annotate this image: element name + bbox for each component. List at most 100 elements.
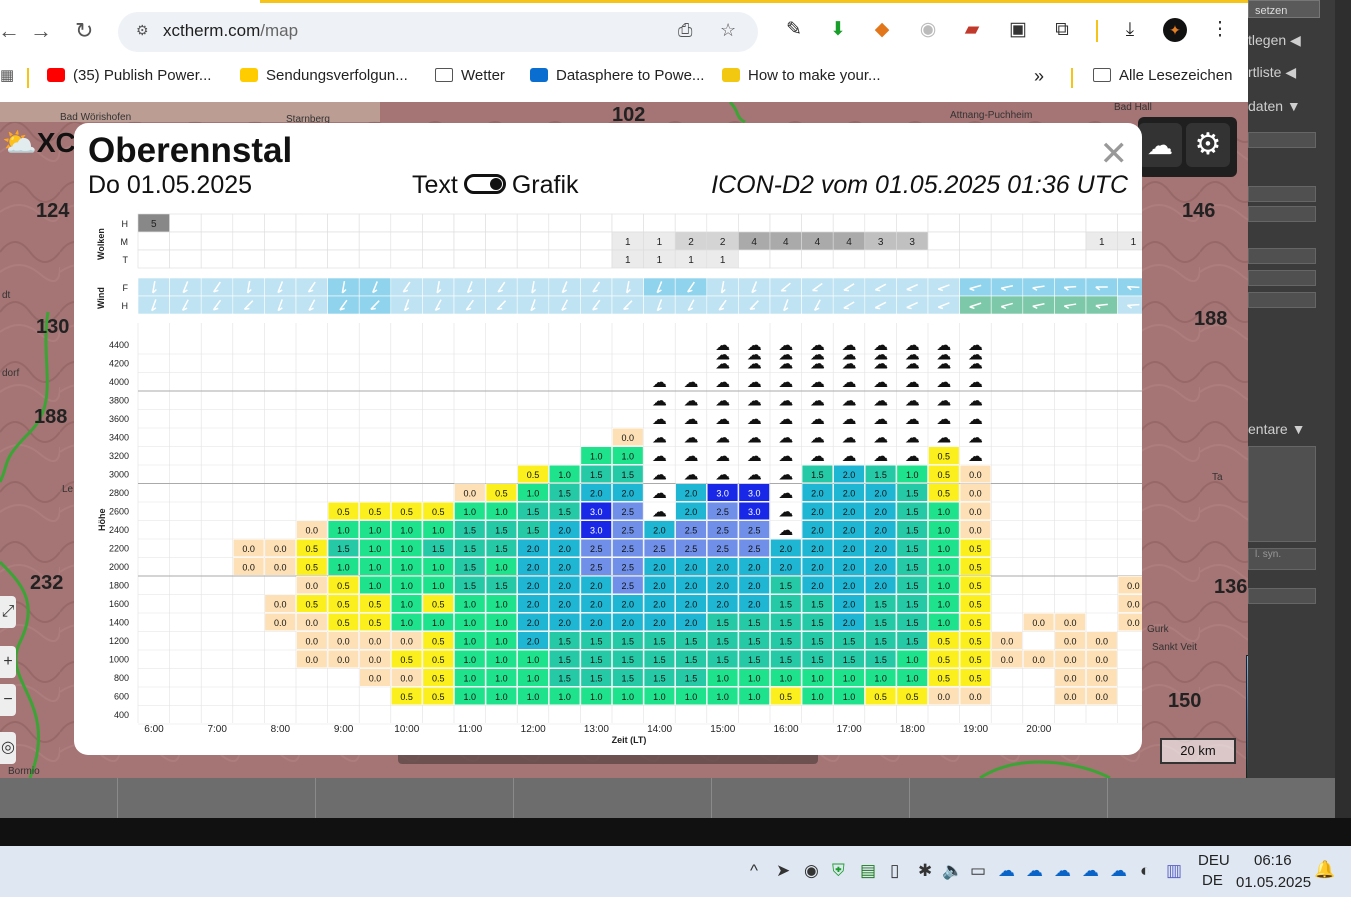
red-pen-extension-icon[interactable]: ▰	[964, 19, 980, 40]
thermik-value: 2.0	[748, 563, 761, 573]
volume-icon[interactable]: 🔈	[942, 861, 964, 880]
bookmark-datasphere[interactable]: Datasphere to Powe...	[530, 66, 704, 86]
profile-avatar[interactable]: ✦	[1163, 18, 1187, 42]
folder-icon	[1093, 68, 1111, 82]
thermik-cell	[549, 539, 581, 557]
weather-layer-icon[interactable]: ☁	[1138, 123, 1182, 167]
panel-textarea[interactable]	[1248, 446, 1316, 542]
install-app-icon[interactable]: ⎙	[678, 20, 693, 40]
onedrive-cloud-icon[interactable]: ☁	[1110, 861, 1127, 880]
settings-gear-icon[interactable]: ⚙	[1186, 123, 1230, 167]
keyboard-layout[interactable]: DE	[1202, 872, 1223, 889]
forward-icon[interactable]: →	[30, 18, 52, 43]
thermik-value: 0.5	[432, 692, 445, 702]
cloud-row-label: H	[122, 219, 129, 229]
teams-icon[interactable]: ▥	[1166, 861, 1183, 880]
app-tray-icon[interactable]: ◐	[1140, 861, 1151, 880]
zoom-out-button[interactable]: −	[0, 684, 16, 716]
toggle-switch[interactable]	[463, 174, 506, 194]
thermik-value: 1.0	[906, 655, 919, 665]
cloud-cell	[611, 213, 644, 233]
apps-grid-icon[interactable]: ▦	[0, 67, 15, 84]
site-info-icon[interactable]: ⚙	[136, 22, 149, 38]
bookmark-sendungsverfolgung[interactable]: Sendungsverfolgun...	[240, 66, 408, 86]
map-elevation-label: 150	[1168, 690, 1202, 712]
thermik-value: 2.5	[622, 563, 635, 573]
bookmark-folder-wetter[interactable]: Wetter	[435, 66, 505, 86]
terminal-icon[interactable]: ▤	[860, 861, 877, 880]
panel-item[interactable]: daten ▼	[1248, 98, 1301, 114]
panel-item[interactable]: entare ▼	[1248, 421, 1306, 437]
navigation-arrow-icon[interactable]: ➤	[776, 861, 791, 880]
clock-time[interactable]: 06:16	[1254, 852, 1292, 869]
download-arrow-extension-icon[interactable]: ⬇	[830, 19, 846, 40]
picture-in-picture-icon[interactable]: ▣	[1009, 19, 1027, 40]
more-bookmarks-chevron-icon[interactable]: »	[1034, 66, 1045, 86]
onedrive-cloud-icon[interactable]: ☁	[1082, 861, 1099, 880]
cumulus-cloud-icon: ☁	[778, 356, 793, 373]
panel-field[interactable]	[1248, 292, 1316, 308]
onedrive-cloud-icon[interactable]: ☁	[1026, 861, 1043, 880]
onedrive-sync-icon[interactable]: ☁	[1054, 861, 1071, 880]
panel-select[interactable]	[1248, 588, 1316, 604]
panel-select[interactable]	[1248, 132, 1316, 148]
address-bar[interactable]: ⚙ xctherm.com/map ⎙ ☆	[118, 12, 758, 52]
thermik-value: 1.5	[495, 544, 508, 554]
thermik-cell	[549, 668, 581, 687]
keyboard-language[interactable]: DEU	[1198, 852, 1230, 869]
color-wheel-icon[interactable]: ◉	[804, 861, 819, 880]
thermik-value: 1.0	[495, 563, 508, 573]
cloud-cell	[516, 231, 550, 251]
panel-field[interactable]: l. syn.	[1248, 548, 1316, 570]
bookmark-star-icon[interactable]: ☆	[720, 20, 737, 40]
thermik-value: 1.0	[432, 618, 445, 628]
panel-item[interactable]: tlegen ◀	[1248, 32, 1301, 48]
view-toggle[interactable]: Text Grafik	[412, 171, 579, 200]
fullscreen-icon[interactable]: ⤢	[0, 596, 16, 628]
reload-icon[interactable]: ↻	[75, 18, 94, 43]
panel-field[interactable]	[1248, 248, 1316, 264]
wind-arrow-icon	[656, 299, 663, 312]
thermik-cell	[422, 557, 454, 576]
chevron-up-icon[interactable]: ^	[750, 861, 758, 880]
zoom-in-button[interactable]: +	[0, 646, 16, 678]
cumulus-cloud-icon: ☁	[905, 346, 920, 363]
panel-item[interactable]: setzen	[1255, 5, 1288, 17]
thermik-cell	[422, 594, 454, 613]
thermik-value: 2.0	[843, 507, 856, 517]
wind-arrow-icon	[937, 302, 950, 310]
bookmark-how-to-make[interactable]: How to make your...	[722, 66, 881, 86]
close-icon[interactable]: ✕	[1099, 135, 1129, 173]
locate-icon[interactable]: ◎	[0, 732, 16, 764]
thermik-cell	[675, 613, 707, 631]
bluetooth-icon[interactable]: ✱	[918, 861, 933, 880]
panel-field[interactable]	[1248, 206, 1316, 222]
browser-menu-icon[interactable]: ⋮	[1210, 19, 1230, 40]
cumulus-cloud-icon: ☁	[810, 374, 825, 391]
onedrive-cloud-icon[interactable]: ☁	[998, 861, 1015, 880]
metamask-extension-icon[interactable]: ◆	[874, 19, 890, 40]
thermik-value: 1.5	[716, 637, 729, 647]
eyedropper-extension-icon[interactable]: ✎	[786, 19, 802, 40]
panel-field[interactable]	[1248, 270, 1316, 286]
wind-arrow-icon	[530, 299, 536, 312]
thermik-cell	[896, 668, 928, 687]
display-icon[interactable]: ▭	[970, 861, 987, 880]
notification-bell-icon[interactable]: 🔔	[1314, 860, 1336, 879]
thermik-cell	[643, 520, 675, 539]
toggle-text-label: Text	[412, 171, 458, 199]
back-icon[interactable]: ←	[0, 18, 20, 43]
clipboard-icon[interactable]: ▯	[890, 861, 900, 880]
all-bookmarks-folder[interactable]: Alle Lesezeichen	[1093, 66, 1232, 86]
thermik-cell	[391, 650, 423, 668]
downloads-icon[interactable]: ⤓	[1125, 19, 1135, 40]
extensions-puzzle-icon[interactable]: ⧉	[1055, 19, 1069, 40]
thermik-value: 0.5	[400, 507, 413, 517]
panel-item[interactable]: rtliste ◀	[1248, 64, 1297, 80]
clock-date[interactable]: 01.05.2025	[1236, 874, 1312, 891]
panel-field[interactable]	[1248, 186, 1316, 202]
grey-circle-extension-icon[interactable]: ◉	[919, 19, 937, 40]
thermik-cell	[359, 539, 391, 557]
shield-icon[interactable]: ⛨	[832, 861, 845, 880]
bookmark-publish-power[interactable]: (35) Publish Power...	[47, 66, 211, 86]
